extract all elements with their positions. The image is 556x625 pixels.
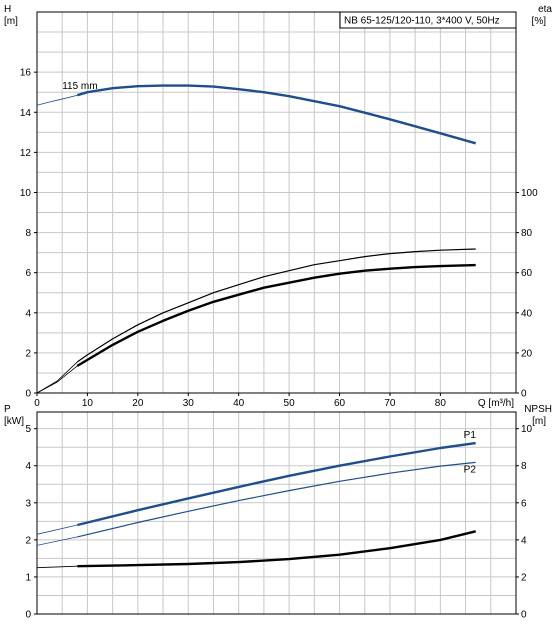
y-right-tick-label: 4 bbox=[521, 535, 527, 546]
plot-frame bbox=[36, 411, 517, 615]
x-tick-label: 50 bbox=[284, 398, 296, 409]
power-npsh-panel: 0 1 2 3 4 5 0 2 4 6 8 10 P[kW] NPSH[m] P1 P2 bbox=[4, 404, 552, 621]
y-left-tick-label: 16 bbox=[20, 68, 32, 79]
y-left-tick-label: 2 bbox=[25, 535, 31, 546]
series-line bbox=[76, 263, 476, 367]
y-right-tick-label: 80 bbox=[521, 228, 533, 239]
y-right-tick-label: 0 bbox=[521, 389, 527, 400]
y-left-tick-label: 10 bbox=[20, 188, 32, 199]
series-line bbox=[77, 441, 476, 527]
x-tick-label: 70 bbox=[384, 398, 396, 409]
y-left-axis-label: P bbox=[4, 404, 11, 415]
y-right-tick-label: 8 bbox=[521, 461, 527, 472]
y-left-tick-label: 4 bbox=[25, 308, 31, 319]
series-extrapolation-line bbox=[36, 565, 78, 569]
y-right-tick-label: 20 bbox=[521, 348, 533, 359]
y-left-tick-label: 12 bbox=[20, 148, 32, 159]
y-right-tick-label: 40 bbox=[521, 308, 533, 319]
series-extrapolation-line bbox=[36, 361, 78, 394]
y-right-tick-label: 100 bbox=[521, 188, 538, 199]
x-tick-label: 30 bbox=[183, 398, 195, 409]
y-left-tick-label: 0 bbox=[25, 610, 31, 621]
chart-title: NB 65-125/120-110, 3*400 V, 50Hz bbox=[344, 16, 500, 27]
y-left-tick-label: 0 bbox=[25, 389, 31, 400]
y-right-tick-label: 2 bbox=[521, 572, 527, 583]
y-left-tick-label: 14 bbox=[20, 108, 32, 119]
series-line bbox=[77, 530, 476, 568]
series-line bbox=[76, 84, 477, 145]
y-left-tick-label: 2 bbox=[25, 348, 31, 359]
y-left-axis-unit: [m] bbox=[4, 16, 18, 27]
y-left-axis-unit: [kW] bbox=[4, 416, 24, 427]
y-right-tick-label: 0 bbox=[521, 610, 527, 621]
x-axis-label: Q [m³/h] bbox=[478, 398, 514, 409]
x-tick-label: 80 bbox=[435, 398, 447, 409]
y-left-tick-label: 8 bbox=[25, 228, 31, 239]
x-tick-label: 0 bbox=[34, 398, 40, 409]
y-right-axis-label: NPSH bbox=[524, 404, 552, 415]
x-tick-label: 20 bbox=[132, 398, 144, 409]
series-line bbox=[77, 461, 476, 538]
y-left-tick-label: 6 bbox=[25, 268, 31, 279]
y-left-tick-label: 3 bbox=[25, 498, 31, 509]
series-label: P1 bbox=[464, 430, 477, 441]
series-extrapolation-line bbox=[36, 524, 78, 535]
x-tick-label: 60 bbox=[334, 398, 346, 409]
y-left-axis-label: H bbox=[4, 4, 11, 15]
y-right-tick-label: 10 bbox=[521, 424, 533, 435]
y-right-tick-label: 60 bbox=[521, 268, 533, 279]
series-extrapolation-line bbox=[36, 94, 78, 106]
y-right-axis-label: eta bbox=[538, 4, 552, 15]
y-right-axis-unit: [m] bbox=[532, 416, 546, 427]
x-tick-label: 10 bbox=[82, 398, 94, 409]
x-tick-label: 40 bbox=[233, 398, 245, 409]
title-box bbox=[339, 11, 517, 29]
plot-frame bbox=[36, 11, 517, 394]
series-line bbox=[76, 248, 476, 363]
y-right-tick-label: 6 bbox=[521, 498, 527, 509]
series-extrapolation-line bbox=[36, 536, 78, 546]
y-left-tick-label: 5 bbox=[25, 424, 31, 435]
curve-annotation: 115 mm bbox=[62, 81, 97, 92]
series-extrapolation-line bbox=[36, 365, 78, 394]
series-label: P2 bbox=[464, 464, 477, 475]
y-left-tick-label: 4 bbox=[25, 461, 31, 472]
head-efficiency-panel: 0 2 4 6 8 10 12 14 16 0 20 40 60 80 100 H[m] eta[%] 0 10 20… bbox=[4, 4, 552, 409]
y-left-tick-label: 1 bbox=[25, 572, 31, 583]
y-right-axis-unit: [%] bbox=[532, 16, 547, 27]
